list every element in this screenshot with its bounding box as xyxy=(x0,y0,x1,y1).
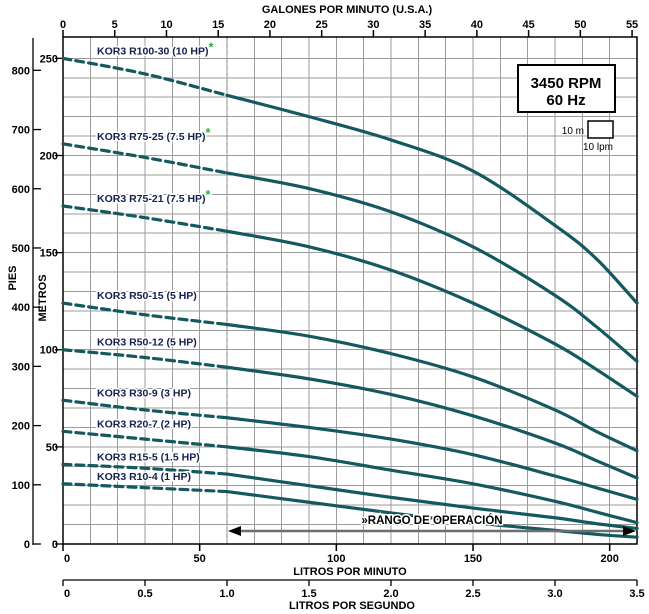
curve-label-asterisk: * xyxy=(206,125,212,140)
axis-bottom-tick-label: 0 xyxy=(64,553,70,565)
curve-dashed-KOR3 R20-7 (2 HP) xyxy=(61,429,229,449)
curve-solid-KOR3 R10-4 (1 HP) xyxy=(225,489,639,539)
curve-solid-KOR3 R50-12 (5 HP) xyxy=(225,365,639,480)
curve-label: KOR3 R10-4 (1 HP) xyxy=(97,471,191,483)
operating-range-label: »RANGO DE OPERACIÓN xyxy=(361,514,502,527)
grid-cell-legend-height-label: 10 m xyxy=(562,126,584,137)
axis-bottom-tick-label: 200 xyxy=(600,553,618,565)
curve-label: KOR3 R100-30 (10 HP)* xyxy=(97,39,214,57)
axis-lps-tick-label: 3.0 xyxy=(547,588,562,600)
axis-bottom-lpm: 0 50 100 150 200 LITROS POR MINUTO xyxy=(62,544,619,578)
operating-range-arrowhead-right xyxy=(623,526,636,536)
curve-label-asterisk: * xyxy=(206,187,212,202)
axis-pies-tick-label: 200 xyxy=(12,421,30,433)
axis-bottom-title: LITROS POR MINUTO xyxy=(293,566,407,578)
axis-top-tick-label: 50 xyxy=(574,19,586,31)
axis-top-tick-label: 20 xyxy=(264,19,276,31)
axis-top-tick-label: 10 xyxy=(160,19,172,31)
axis-lps-tick-label: 2.5 xyxy=(465,588,480,600)
curve-label: KOR3 R75-21 (7.5 HP)* xyxy=(97,187,212,205)
operating-range-arrowhead-left xyxy=(228,526,241,536)
curve-dashed-KOR3 R30-9 (3 HP) xyxy=(61,398,229,420)
axis-top-tick-label: 25 xyxy=(316,19,328,31)
rpm-box-line1: 3450 RPM xyxy=(531,75,602,92)
axis-pies-tick-label: 300 xyxy=(12,361,30,373)
axis-lps-tick-label: 0 xyxy=(64,588,70,600)
axis-lps-tick-label: 2.0 xyxy=(383,588,398,600)
curve-label-asterisk: * xyxy=(208,39,214,54)
axis-top-tick-label: 0 xyxy=(60,19,66,31)
axis-metros-title: METROS xyxy=(37,274,49,321)
axis-top-tick-label: 40 xyxy=(471,19,483,31)
axis-pies-title: PIES xyxy=(7,265,19,290)
curve-label: KOR3 R75-25 (7.5 HP)* xyxy=(97,125,212,143)
plot-border xyxy=(62,36,638,545)
axis-metros-tick-label: 100 xyxy=(40,345,58,357)
axis-pies-tick-label: 400 xyxy=(12,302,30,314)
curve-solid-KOR3 R50-15 (5 HP) xyxy=(225,322,639,453)
curve-label: KOR3 R15-5 (1.5 HP) xyxy=(97,451,200,463)
curve-label: KOR3 R20-7 (2 HP) xyxy=(97,418,191,430)
curve-solid-KOR3 R30-9 (3 HP) xyxy=(225,416,639,501)
axis-metros-tick-label: 250 xyxy=(40,53,58,65)
axis-top-tick-label: 5 xyxy=(112,19,118,31)
axis-lps-tick-label: 3.5 xyxy=(629,588,644,600)
axis-top-tick-label: 45 xyxy=(522,19,534,31)
curve-solid-KOR3 R20-7 (2 HP) xyxy=(225,445,639,525)
curve-dashed-KOR3 R15-5 (1.5 HP) xyxy=(61,462,229,476)
curve-dashed-KOR3 R75-25 (7.5 HP) xyxy=(61,142,229,175)
grid-cell-legend-flow-label: 10 lpm xyxy=(583,142,613,153)
rpm-box-frame xyxy=(517,64,616,113)
axis-pies-tick-label: 0 xyxy=(24,539,30,551)
axis-metros-tick-label: 150 xyxy=(40,248,58,260)
axis-left-pies: 0 100 200 300 400 500 600 700 800 PIES xyxy=(7,38,41,551)
axis-top-tick-label: 55 xyxy=(626,19,638,31)
curve-label: KOR3 R50-15 (5 HP) xyxy=(97,290,197,302)
axis-bottom-lps: 0 0.5 1.0 1.5 2.0 2.5 3.0 3.5 LITROS POR SEGUNDO xyxy=(62,579,645,612)
operating-range: »RANGO DE OPERACIÓN xyxy=(228,513,636,536)
axis-top-tick-label: 15 xyxy=(212,19,224,31)
curve-label: KOR3 R30-9 (3 HP) xyxy=(97,387,191,399)
curve-dashed-KOR3 R50-12 (5 HP) xyxy=(61,348,229,369)
axis-metros-tick-label: 0 xyxy=(52,539,58,551)
axis-pies-tick-label: 600 xyxy=(12,184,30,196)
curve-dashed-KOR3 R75-21 (7.5 HP) xyxy=(61,204,229,233)
axis-bottom-tick-label: 50 xyxy=(194,553,206,565)
axis-pies-tick-label: 800 xyxy=(12,65,30,77)
axis-lps-tick-label: 0.5 xyxy=(137,588,152,600)
curve-solid-KOR3 R100-30 (10 HP) xyxy=(225,93,639,305)
curve-label: KOR3 R50-12 (5 HP) xyxy=(97,337,197,349)
axis-metros-tick-label: 50 xyxy=(46,442,58,454)
axis-lps-title: LITROS POR SEGUNDO xyxy=(289,600,415,612)
rpm-box-line2: 60 Hz xyxy=(546,92,585,109)
curve-solid-KOR3 R75-25 (7.5 HP) xyxy=(225,171,639,364)
axis-bottom-tick-label: 150 xyxy=(464,553,482,565)
grid-cell-legend-box xyxy=(587,120,614,139)
curve-solid-KOR3 R15-5 (1.5 HP) xyxy=(225,472,639,531)
axis-lps-tick-label: 1.0 xyxy=(219,588,234,600)
axis-top-tick-label: 30 xyxy=(367,19,379,31)
axis-left-metros: 0 50 100 150 200 250 METROS xyxy=(37,53,63,551)
curve-dashed-KOR3 R10-4 (1 HP) xyxy=(61,482,229,494)
axis-pies-tick-label: 500 xyxy=(12,243,30,255)
curve-solid-KOR3 R75-21 (7.5 HP) xyxy=(225,229,639,398)
grid-cell-legend: 10 m 10 lpm xyxy=(562,120,614,153)
axis-lps-tick-label: 1.5 xyxy=(301,588,316,600)
axis-pies-tick-label: 700 xyxy=(12,125,30,137)
axis-metros-tick-label: 200 xyxy=(40,150,58,162)
axis-top-gpm: 0 5 10 15 20 25 30 35 40 45 50 55 GALONES POR MINUTO… xyxy=(60,4,638,37)
curve-dashed-KOR3 R50-15 (5 HP) xyxy=(61,301,229,327)
axis-bottom-tick-label: 100 xyxy=(327,553,345,565)
axis-top-title: GALONES POR MINUTO (U.S.A.) xyxy=(262,4,433,16)
axis-top-tick-label: 35 xyxy=(419,19,431,31)
curve-dashed-KOR3 R100-30 (10 HP) xyxy=(61,56,229,97)
axis-pies-tick-label: 100 xyxy=(12,480,30,492)
pump-curves xyxy=(61,56,639,539)
